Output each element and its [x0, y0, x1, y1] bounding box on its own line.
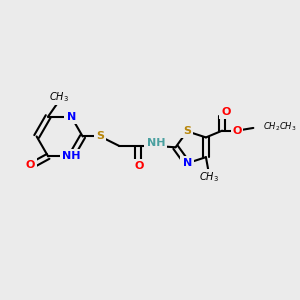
Text: NH: NH	[62, 152, 80, 161]
Text: O: O	[26, 160, 35, 170]
Text: S: S	[96, 131, 104, 142]
Text: S: S	[183, 126, 191, 136]
Text: O: O	[135, 161, 144, 171]
Text: N: N	[67, 112, 76, 122]
Text: NH: NH	[146, 137, 165, 147]
Text: $CH_3$: $CH_3$	[49, 90, 69, 104]
Text: CH₃: CH₃	[49, 93, 69, 103]
Text: $CH_3$: $CH_3$	[199, 170, 219, 184]
Text: NH: NH	[146, 138, 165, 148]
Text: N: N	[182, 158, 192, 168]
Text: O: O	[232, 126, 242, 136]
Text: $CH_2CH_3$: $CH_2CH_3$	[263, 120, 296, 133]
Text: O: O	[222, 107, 231, 117]
